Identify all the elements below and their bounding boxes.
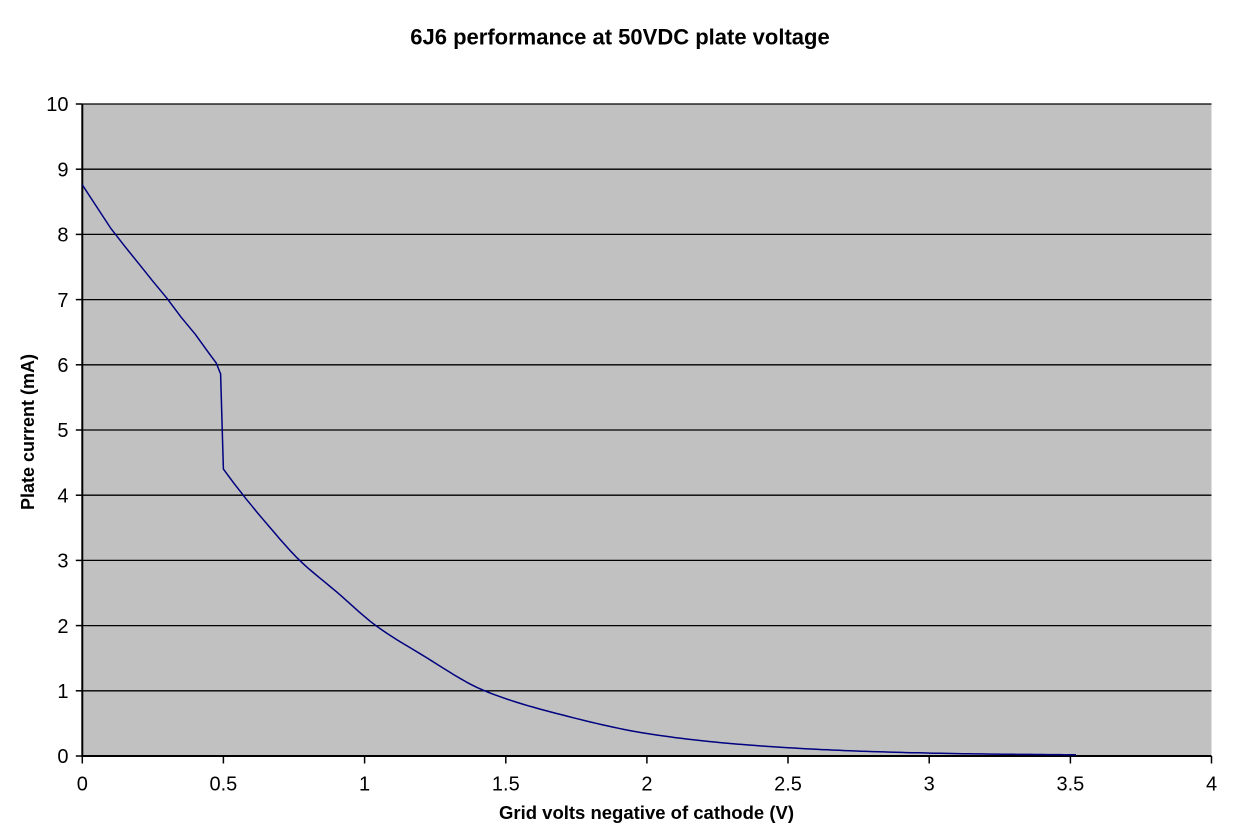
svg-text:8: 8: [57, 225, 68, 247]
svg-text:6J6 performance at 50VDC plate: 6J6 performance at 50VDC plate voltage: [410, 25, 829, 50]
svg-text:3: 3: [57, 551, 68, 573]
svg-text:1: 1: [359, 774, 370, 796]
svg-text:Plate current (mA): Plate current (mA): [18, 354, 38, 510]
svg-text:1.5: 1.5: [492, 774, 520, 796]
svg-text:4: 4: [1206, 774, 1217, 796]
svg-text:5: 5: [57, 420, 68, 442]
svg-text:6: 6: [57, 355, 68, 377]
svg-text:3: 3: [924, 774, 935, 796]
svg-text:9: 9: [57, 159, 68, 181]
svg-text:10: 10: [46, 94, 68, 116]
svg-text:Grid volts negative of cathode: Grid volts negative of cathode (V): [499, 802, 794, 823]
svg-text:0: 0: [77, 774, 88, 796]
svg-text:7: 7: [57, 290, 68, 312]
svg-text:3.5: 3.5: [1056, 774, 1084, 796]
svg-text:2: 2: [641, 774, 652, 796]
svg-text:2: 2: [57, 616, 68, 638]
svg-text:0.5: 0.5: [209, 774, 237, 796]
svg-text:0: 0: [57, 746, 68, 768]
svg-text:1: 1: [57, 681, 68, 703]
svg-text:4: 4: [57, 485, 68, 507]
svg-text:2.5: 2.5: [774, 774, 802, 796]
